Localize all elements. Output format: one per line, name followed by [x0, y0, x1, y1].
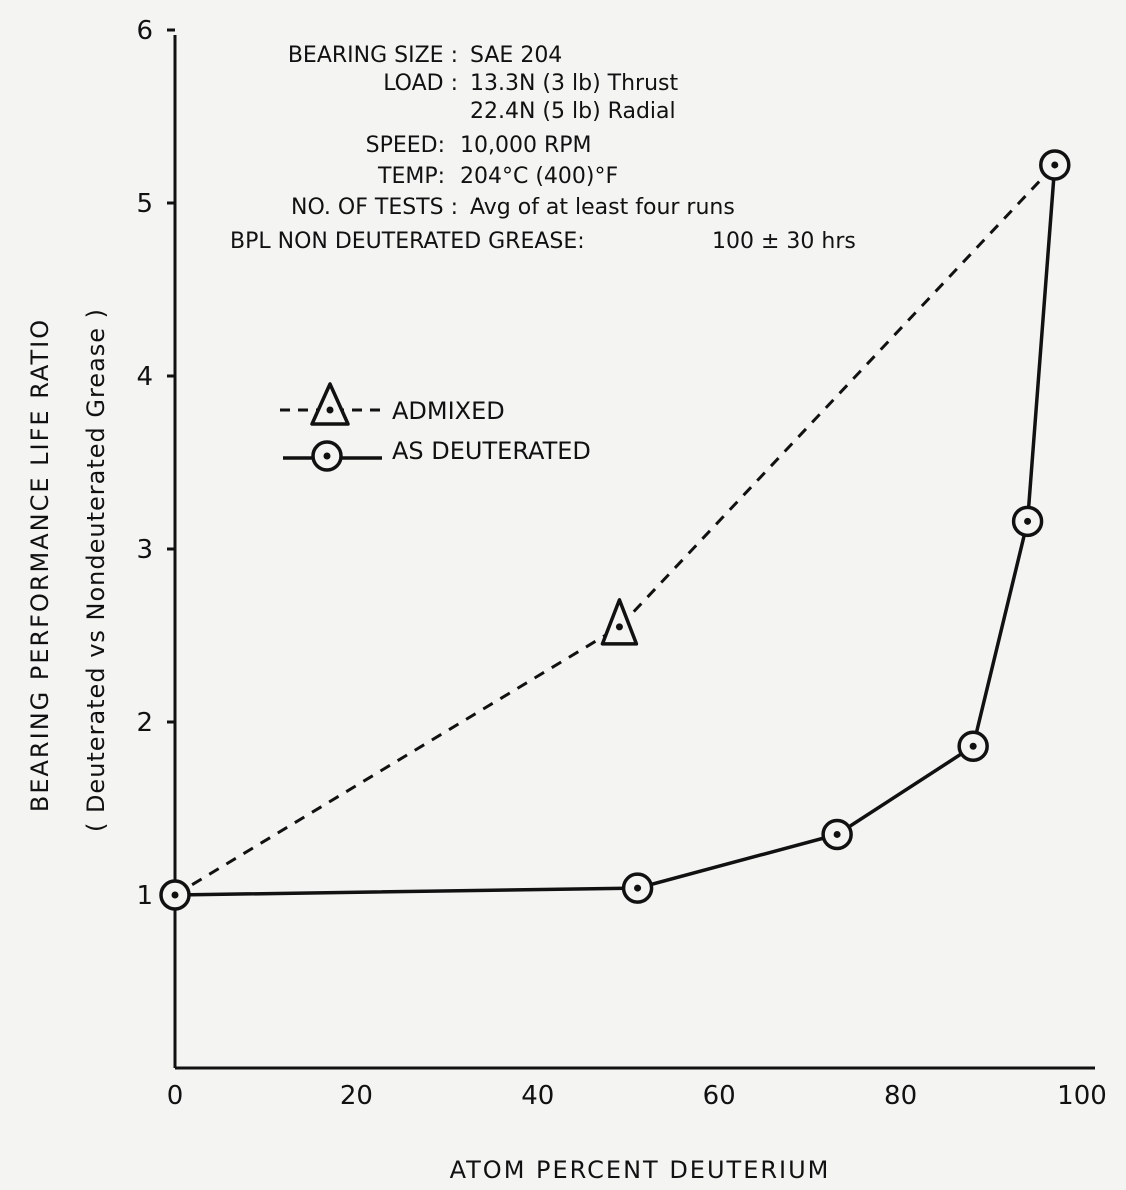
- y-axis-title: BEARING PERFORMANCE LIFE RATIO: [26, 318, 54, 812]
- info-value-temp: 204°C (400)°F: [460, 164, 618, 189]
- series-line-admixed: [174, 163, 1056, 897]
- legend-label-as-deuterated: AS DEUTERATED: [392, 437, 591, 465]
- x-tick-label: 60: [703, 1081, 736, 1111]
- x-tick-label: 40: [521, 1081, 554, 1111]
- x-tick-group: 0 20 40 60 80 100: [167, 1081, 1107, 1111]
- data-point-dot-as-deuterated: [634, 884, 642, 892]
- x-tick-label: 20: [340, 1081, 373, 1111]
- info-label-speed: SPEED:: [366, 133, 445, 158]
- x-axis-title: ATOM PERCENT DEUTERIUM: [450, 1156, 831, 1184]
- info-value-tests: Avg of at least four runs: [470, 195, 735, 220]
- data-point-dot-as-deuterated: [1024, 517, 1032, 525]
- series-line-as-deuterated: [174, 164, 1057, 897]
- info-label-load: LOAD :: [383, 71, 458, 96]
- data-point-dot-as-deuterated: [833, 830, 841, 838]
- legend-marker-as-deuterated-dot: [323, 452, 331, 460]
- legend-marker-admixed: [310, 382, 350, 426]
- info-label-temp: TEMP:: [377, 164, 445, 189]
- axes: [173, 35, 1095, 1070]
- y-tick-group: 1 2 3 4 5 6: [136, 16, 175, 911]
- info-label-bearing-size: BEARING SIZE :: [288, 43, 458, 68]
- legend-item-admixed: ADMIXED: [280, 382, 505, 426]
- y-tick-label: 5: [136, 189, 153, 219]
- y-tick-label: 4: [136, 362, 153, 392]
- y-tick-label: 6: [136, 16, 153, 46]
- info-label-bpl: BPL NON DEUTERATED GREASE:: [230, 229, 585, 254]
- data-point-dot-as-deuterated: [171, 891, 179, 899]
- y-tick-label: 2: [136, 708, 153, 738]
- data-point-admixed: [600, 598, 639, 646]
- series-layer: [159, 149, 1071, 911]
- y-tick-label: 3: [136, 535, 153, 565]
- info-value-bearing-size: SAE 204: [470, 43, 562, 68]
- legend-marker-admixed-dot: [326, 406, 334, 414]
- x-tick-label: 100: [1057, 1081, 1107, 1111]
- info-value-bpl: 100 ± 30 hrs: [712, 229, 856, 254]
- info-value-load-radial: 22.4N (5 lb) Radial: [470, 99, 676, 124]
- y-axis-subtitle: ( Deuterated vs Nondeuterated Grease ): [82, 308, 110, 832]
- y-tick-label: 1: [136, 881, 153, 911]
- x-tick-label: 80: [884, 1081, 917, 1111]
- info-value-speed: 10,000 RPM: [460, 133, 592, 158]
- test-conditions-block: BEARING SIZE : SAE 204 LOAD : 13.3N (3 l…: [230, 43, 856, 254]
- legend-label-admixed: ADMIXED: [392, 397, 505, 425]
- legend-item-as-deuterated: AS DEUTERATED: [283, 437, 591, 472]
- data-point-dot-as-deuterated: [1051, 161, 1059, 169]
- legend: ADMIXED AS DEUTERATED: [280, 382, 591, 472]
- x-tick-label: 0: [167, 1081, 184, 1111]
- data-point-dot-as-deuterated: [969, 742, 977, 750]
- data-point-dot-admixed: [615, 623, 623, 631]
- info-label-tests: NO. OF TESTS :: [291, 195, 458, 220]
- info-value-load-thrust: 13.3N (3 lb) Thrust: [470, 71, 678, 96]
